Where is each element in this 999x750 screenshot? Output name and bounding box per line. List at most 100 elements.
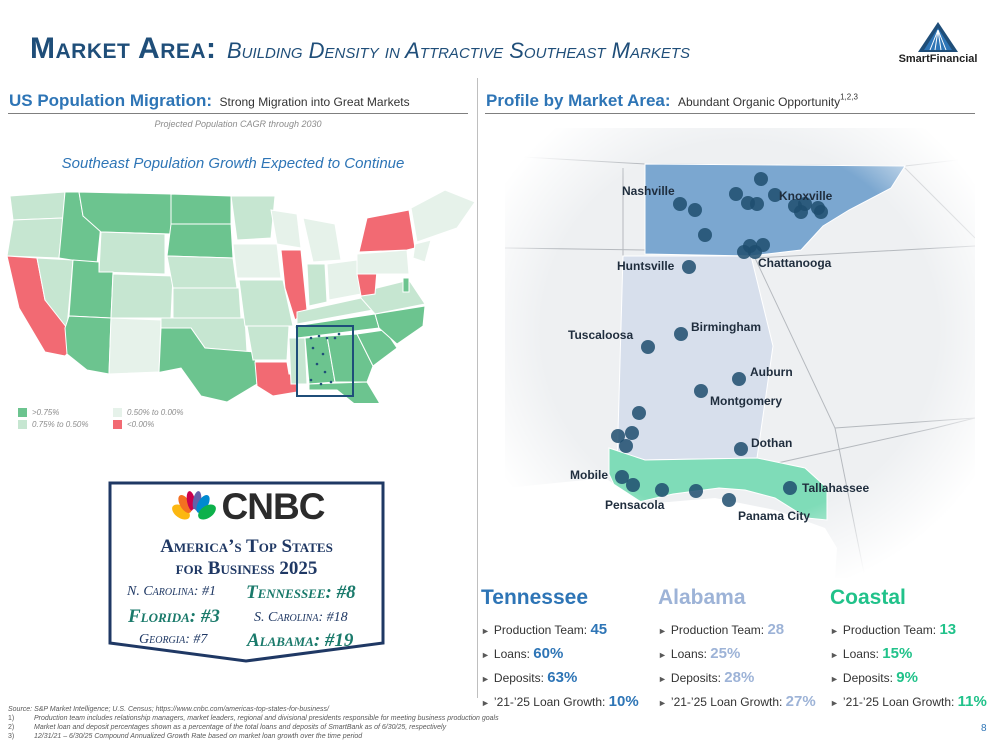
state-wy (98, 231, 166, 275)
stat-row: ► Loans: 25% (658, 642, 816, 666)
ranking-tn: Tennessee: #8 (246, 582, 356, 603)
southeast-highlight-box (296, 325, 354, 397)
state-mo (238, 279, 294, 327)
left-heading-sub: Strong Migration into Great Markets (219, 95, 410, 109)
left-section-heading: US Population Migration: Strong Migratio… (9, 91, 410, 111)
legend-item: 0.50% to 0.00% (113, 408, 198, 417)
stat-label: Deposits: (670, 671, 721, 685)
logo-text: SmartFinancial (898, 53, 978, 65)
market-title: Coastal (830, 586, 906, 609)
left-heading-main: US Population Migration: (9, 91, 213, 110)
stat-label: ’21-’25 Loan Growth: (670, 695, 783, 709)
footnote-number: 3) (8, 733, 15, 740)
branch-dots (611, 172, 828, 507)
stat-label: Production Team: (493, 623, 588, 637)
bullet-arrow-icon: ► (830, 650, 839, 660)
footnote: 2) Market loan and deposit percentages sh… (8, 723, 499, 732)
market-stats-tennessee: Tennessee ► Production Team: 45 ► Loans: 6… (481, 586, 639, 714)
footnote: 3) 12/31/21 – 6/30/25 Compound Annualized… (8, 732, 499, 741)
bullet-arrow-icon: ► (658, 626, 667, 636)
stat-row: ► ’21-’25 Loan Growth: 11% (830, 690, 987, 714)
right-heading-sub: Abundant Organic Opportunity (678, 95, 841, 109)
peacock-icon (171, 491, 216, 521)
ranking-fl: Florida: #3 (128, 606, 220, 627)
title-main: Market Area: (30, 32, 217, 65)
stat-value: 45 (590, 621, 608, 638)
market-title: Alabama (658, 586, 746, 609)
right-section-heading: Profile by Market Area: Abundant Organic… (486, 91, 858, 111)
city-label-nashville: Nashville (622, 184, 675, 198)
cnbc-wordmark: CNBC (221, 486, 326, 527)
stat-row: ► Production Team: 28 (658, 618, 816, 642)
stat-label: Deposits: (842, 671, 893, 685)
stat-value: 60% (533, 645, 564, 662)
cnbc-badge-shape (108, 481, 385, 663)
stat-row: ► ’21-’25 Loan Growth: 10% (481, 690, 639, 714)
state-sc (356, 329, 398, 367)
bullet-arrow-icon: ► (481, 626, 490, 636)
ranking-al: Alabama: #19 (247, 630, 354, 651)
city-label-huntsville: Huntsville (617, 259, 675, 273)
ranking-ga: Georgia: #7 (139, 632, 208, 647)
stat-label: Loans: (670, 647, 707, 661)
state-mi (302, 217, 342, 263)
city-label-mobile: Mobile (570, 468, 608, 482)
stat-value: 13 (939, 621, 957, 638)
right-heading-rule (485, 113, 975, 114)
legend-item: >0.75% (18, 408, 103, 417)
cnbc-badge: CNBC America’s Top States for Business 2… (108, 481, 385, 663)
bullet-arrow-icon: ► (481, 650, 490, 660)
stat-value: 28% (724, 669, 755, 686)
footnote-source: Source: S&P Market Intelligence; U.S. Ce… (8, 706, 329, 713)
state-ne (166, 255, 238, 289)
city-label-chattanooga: Chattanooga (758, 256, 832, 270)
bullet-arrow-icon: ► (658, 698, 667, 708)
cnbc-title-line1: America’s Top States (160, 536, 333, 557)
state-de (402, 277, 410, 293)
cnbc-title-line2: for Business 2025 (175, 558, 318, 579)
city-label-pensacola: Pensacola (605, 498, 665, 512)
map-legend: >0.75% 0.50% to 0.00% 0.75% to 0.50% <0.… (18, 408, 198, 432)
state-sd (166, 223, 234, 259)
footnote-text: Production team includes relationship ma… (34, 715, 499, 722)
footnote-number: 2) (8, 724, 15, 731)
stat-label: ’21-’25 Loan Growth: (493, 695, 606, 709)
legend-label: >0.75% (32, 408, 60, 417)
stat-row: ► Loans: 60% (481, 642, 639, 666)
state-nm (108, 317, 162, 375)
stat-value: 27% (785, 693, 816, 710)
footnote: 1) Production team includes relationship … (8, 714, 499, 723)
state-in (306, 263, 328, 307)
state-pa (356, 249, 410, 275)
state-oh (326, 259, 362, 301)
right-heading-superscript: 1,2,3 (840, 92, 858, 102)
city-label-knoxville: Knoxville (779, 189, 833, 203)
stat-row: ► Production Team: 13 (830, 618, 987, 642)
state-mn (230, 195, 276, 241)
stat-value: 9% (896, 669, 918, 686)
bullet-arrow-icon: ► (830, 674, 839, 684)
state-wa (9, 191, 66, 221)
bullet-arrow-icon: ► (830, 626, 839, 636)
market-stats-alabama: Alabama ► Production Team: 28 ► Loans: 25%… (658, 586, 816, 714)
stat-label: Loans: (493, 647, 530, 661)
footnote-text: 12/31/21 – 6/30/25 Compound Annualized G… (34, 733, 363, 740)
stat-value: 11% (957, 693, 987, 710)
stat-row: ► ’21-’25 Loan Growth: 27% (658, 690, 816, 714)
footnote-number: 1) (8, 715, 15, 722)
stat-value: 63% (547, 669, 578, 686)
bullet-arrow-icon: ► (830, 698, 839, 708)
legend-item: <0.00% (113, 420, 198, 429)
state-new-england (410, 189, 475, 243)
legend-item: 0.75% to 0.50% (18, 420, 103, 429)
state-or (6, 217, 64, 259)
state-nd (170, 193, 232, 225)
stat-label: Loans: (842, 647, 879, 661)
stat-label: Production Team: (842, 623, 937, 637)
legend-label: <0.00% (127, 420, 155, 429)
legend-label: 0.75% to 0.50% (32, 420, 89, 429)
stat-value: 15% (882, 645, 913, 662)
state-ks (172, 287, 242, 319)
state-ar (246, 325, 290, 361)
bullet-arrow-icon: ► (658, 674, 667, 684)
